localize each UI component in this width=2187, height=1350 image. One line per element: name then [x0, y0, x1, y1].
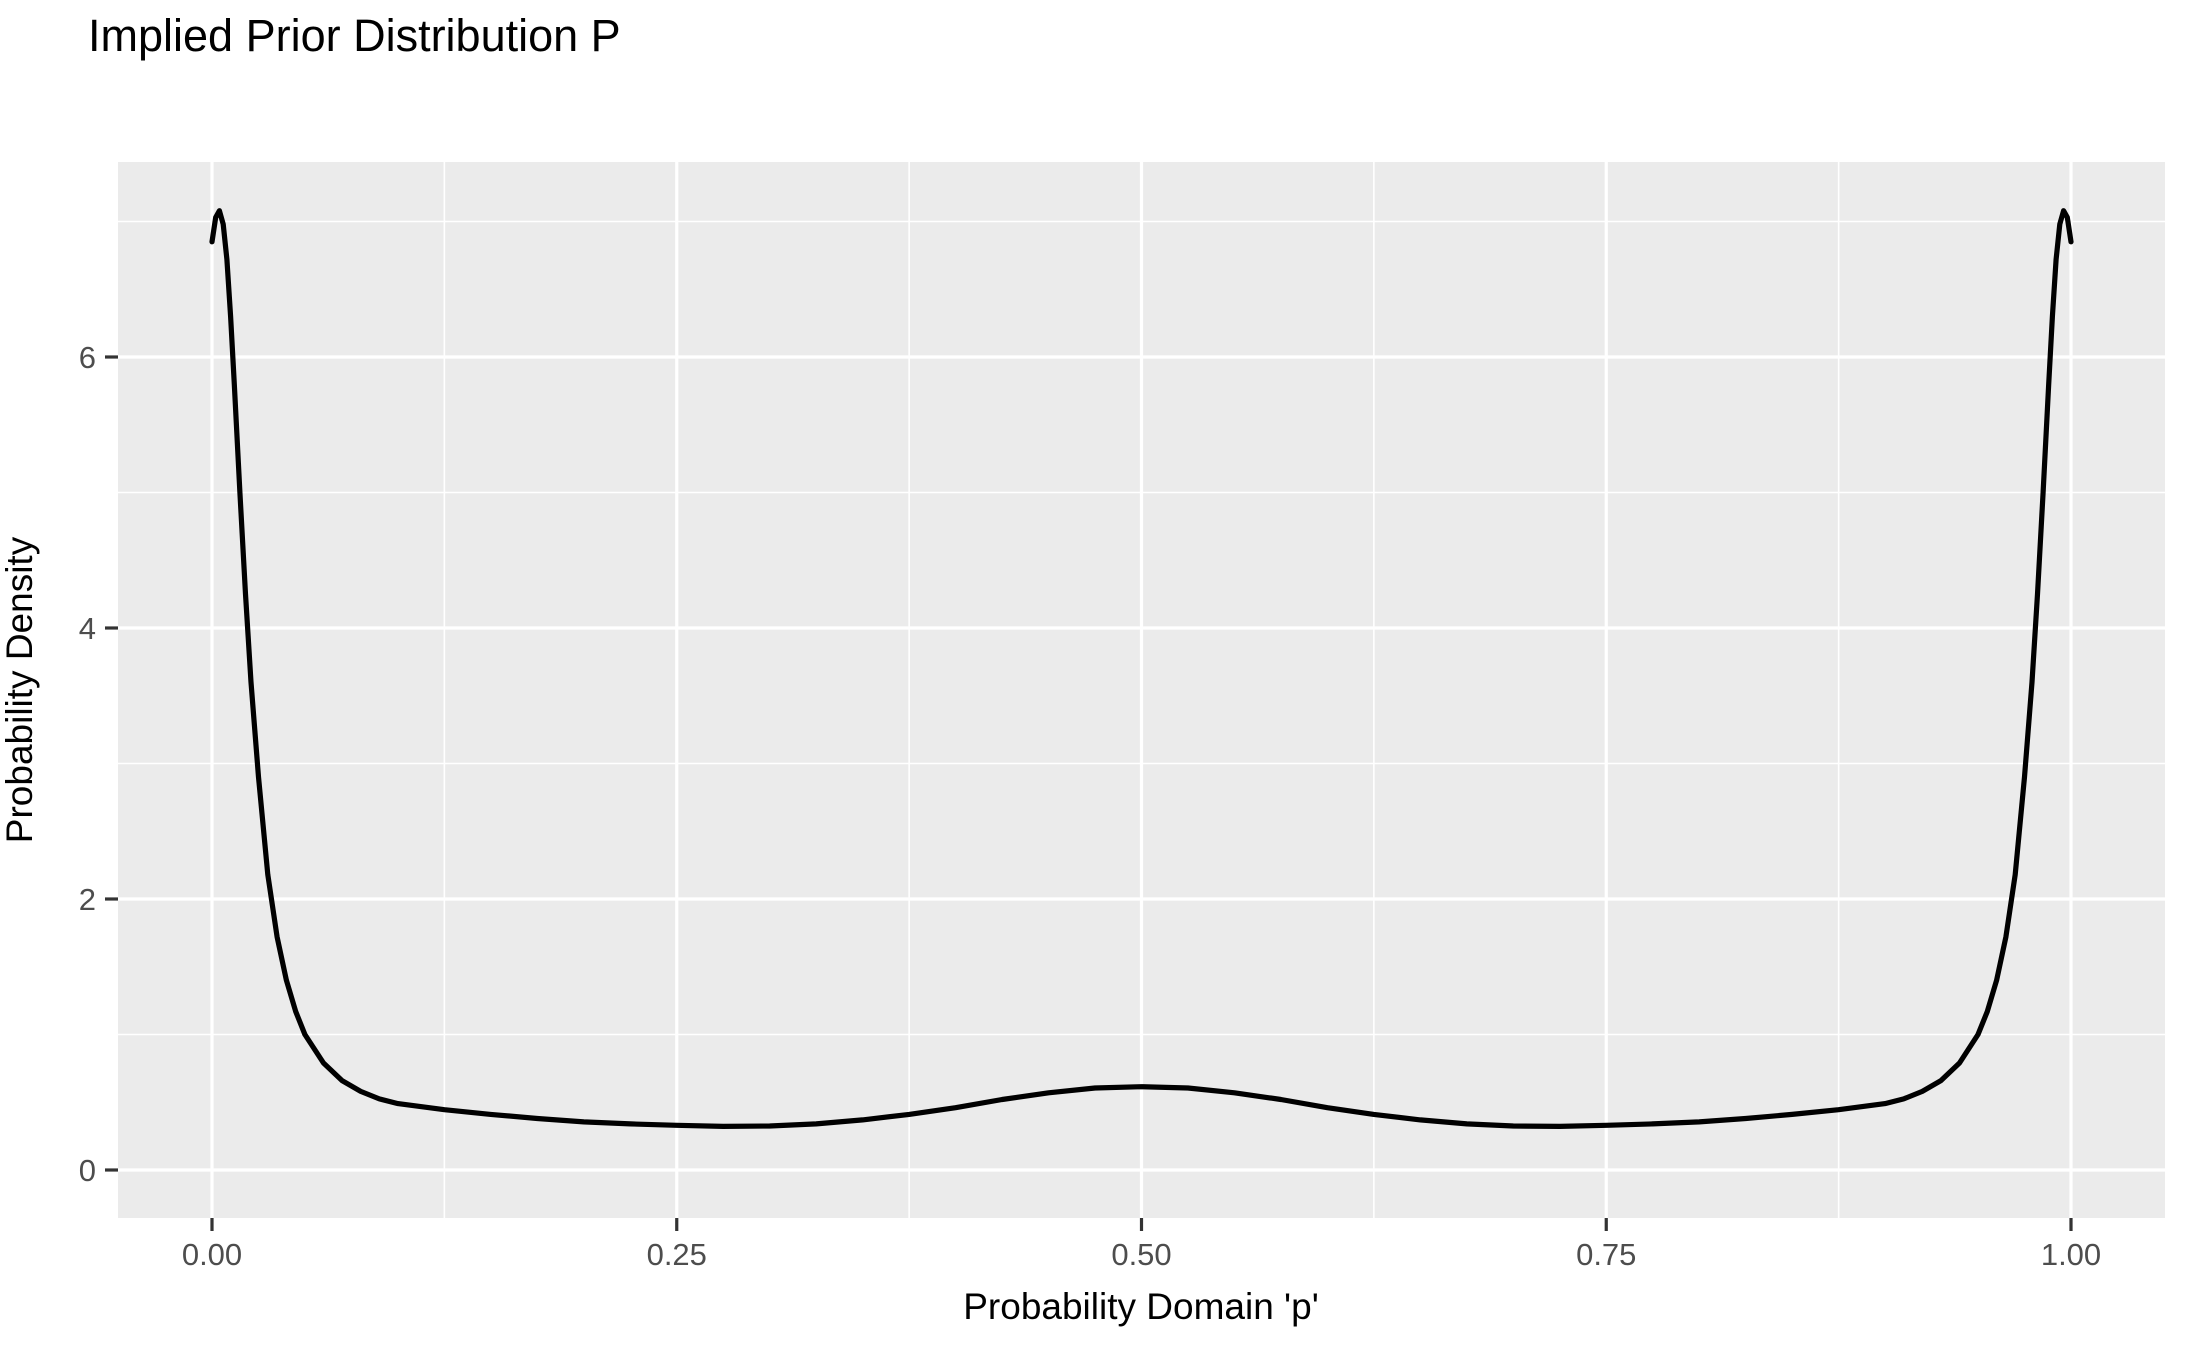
x-tick-label: 0.50	[1111, 1237, 1171, 1272]
x-tick-label: 0.25	[647, 1237, 707, 1272]
y-axis-title: Probability Density	[0, 536, 40, 844]
y-tick-label: 6	[79, 340, 96, 375]
y-tick-label: 4	[79, 611, 96, 646]
y-tick-label: 0	[79, 1153, 96, 1188]
y-tick-label: 2	[79, 882, 96, 917]
x-axis-title: Probability Domain 'p'	[963, 1286, 1319, 1327]
density-curve	[209, 208, 2074, 1129]
x-tick-label: 0.00	[182, 1237, 242, 1272]
x-tick-label: 0.75	[1576, 1237, 1636, 1272]
x-tick-label: 1.00	[2041, 1237, 2101, 1272]
plot-title: Implied Prior Distribution P	[88, 10, 621, 61]
